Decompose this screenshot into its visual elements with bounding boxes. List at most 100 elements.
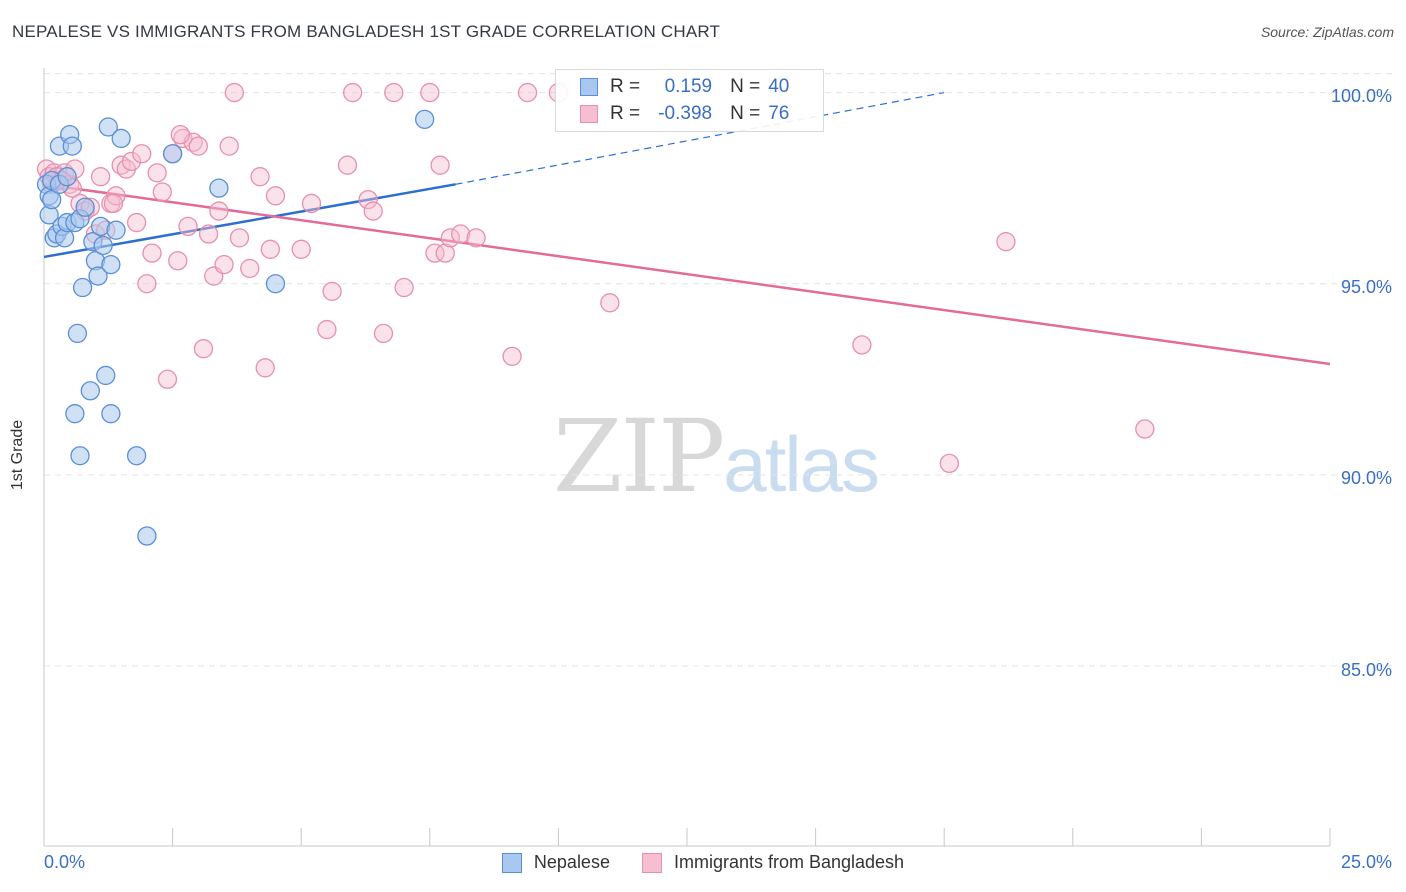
data-point-bangladesh — [373, 323, 394, 344]
data-point-nepalese — [209, 178, 229, 198]
data-point-nepalese — [72, 277, 93, 298]
data-point-bangladesh — [214, 254, 234, 275]
data-point-nepalese — [67, 323, 88, 344]
legend-item-nepalese[interactable]: Nepalese — [501, 852, 610, 873]
data-point-bangladesh — [168, 251, 188, 271]
data-point-nepalese — [42, 189, 62, 210]
data-point-bangladesh — [996, 232, 1016, 252]
data-point-bangladesh — [939, 453, 959, 474]
data-point-bangladesh — [291, 239, 311, 259]
data-point-bangladesh — [147, 163, 167, 183]
data-point-bangladesh — [132, 144, 152, 164]
data-point-nepalese — [96, 365, 116, 386]
data-point-bangladesh — [384, 82, 404, 103]
data-point-bangladesh — [435, 243, 455, 263]
n-value: 40 — [768, 76, 790, 97]
data-point-bangladesh — [193, 339, 214, 359]
data-point-nepalese — [101, 254, 121, 275]
data-point-bangladesh — [106, 186, 126, 206]
chart-title: NEPALESE VS IMMIGRANTS FROM BANGLADESH 1… — [12, 22, 721, 41]
data-point-bangladesh — [126, 212, 147, 233]
series-legend: Nepalese Immigrants from Bangladesh — [0, 852, 1406, 873]
data-point-nepalese — [80, 381, 100, 401]
data-point-bangladesh — [111, 155, 131, 175]
data-point-nepalese — [111, 128, 131, 149]
data-point-bangladesh — [229, 228, 250, 248]
data-point-bangladesh — [255, 358, 275, 378]
data-point-bangladesh — [342, 82, 363, 103]
data-point-bangladesh — [466, 228, 486, 248]
data-point-bangladesh — [250, 167, 270, 187]
data-point-bangladesh — [188, 136, 208, 156]
data-point-bangladesh — [265, 186, 286, 206]
data-point-bangladesh — [394, 277, 414, 298]
data-point-nepalese — [57, 167, 77, 187]
data-point-bangladesh — [137, 274, 157, 294]
data-point-nepalese — [88, 266, 108, 286]
data-point-bangladesh — [90, 167, 111, 187]
data-point-bangladesh — [157, 369, 178, 389]
data-point-bangladesh — [224, 82, 244, 103]
data-point-bangladesh — [209, 201, 229, 221]
r-value: 0.159 — [664, 76, 713, 97]
watermark-atlas: atlas — [723, 420, 880, 508]
data-point-bangladesh — [121, 151, 142, 172]
y-tick-label-95: 95.0% — [1340, 277, 1392, 297]
data-point-bangladesh — [440, 228, 461, 248]
data-point-bangladesh — [301, 193, 322, 214]
stats-legend: R = 0.159 N = 40 R = -0.398 N = 76 — [555, 69, 824, 132]
data-point-nepalese — [101, 404, 121, 424]
r-value: -0.398 — [658, 103, 713, 124]
y-tick-label-85: 85.0% — [1340, 660, 1392, 680]
nepalese-swatch — [580, 78, 598, 96]
data-point-bangladesh — [358, 189, 378, 210]
bangladesh-legend-swatch — [641, 852, 662, 873]
data-point-nepalese — [415, 109, 435, 129]
bangladesh-swatch — [580, 105, 598, 123]
data-point-nepalese — [106, 220, 126, 240]
data-point-bangladesh — [322, 281, 342, 302]
data-point-bangladesh — [337, 155, 358, 175]
y-tick-label-100: 100.0% — [1330, 86, 1392, 106]
data-point-nepalese — [162, 144, 183, 164]
data-point-bangladesh — [425, 243, 445, 263]
data-point-bangladesh — [1135, 419, 1155, 439]
data-point-nepalese — [65, 404, 85, 424]
r-label: R = — [610, 76, 641, 97]
data-point-bangladesh — [852, 335, 872, 355]
data-point-bangladesh — [363, 201, 383, 221]
watermark: ZIPatlas — [553, 398, 880, 515]
data-point-nepalese — [70, 446, 90, 466]
data-point-bangladesh — [240, 258, 260, 279]
y-tick-label-90: 90.0% — [1340, 468, 1392, 488]
nepalese-legend-swatch — [501, 852, 522, 873]
data-point-nepalese — [93, 235, 113, 256]
data-point-bangladesh — [317, 319, 337, 340]
data-point-nepalese — [75, 197, 95, 217]
trend-line-bangladesh — [43, 183, 1331, 366]
data-point-bangladesh — [178, 216, 198, 237]
data-point-nepalese — [137, 526, 157, 546]
n-label: N = — [730, 76, 761, 97]
legend-item-bangladesh[interactable]: Immigrants from Bangladesh — [641, 852, 905, 873]
legend-label-bangladesh: Immigrants from Bangladesh — [673, 852, 905, 872]
data-point-bangladesh — [142, 243, 162, 263]
data-point-bangladesh — [170, 124, 190, 145]
data-point-bangladesh — [430, 155, 450, 175]
data-point-bangladesh — [198, 224, 219, 244]
source-label: Source: ZipAtlas.com — [1260, 24, 1394, 40]
x-tick-label-max: 25.0% — [1340, 852, 1392, 872]
data-point-bangladesh — [600, 293, 620, 313]
n-value: 76 — [768, 103, 790, 124]
data-point-bangladesh — [103, 193, 124, 214]
data-point-nepalese — [98, 117, 118, 137]
watermark-zip: ZIP — [553, 398, 725, 515]
legend-label-nepalese: Nepalese — [533, 852, 610, 872]
trend-extension-nepalese — [455, 91, 945, 185]
n-label: N = — [730, 103, 761, 124]
data-point-bangladesh — [420, 82, 440, 103]
r-label: R = — [610, 103, 641, 124]
stats-row-bangladesh: R = -0.398 N = 76 — [580, 101, 789, 127]
data-point-nepalese — [265, 274, 286, 294]
